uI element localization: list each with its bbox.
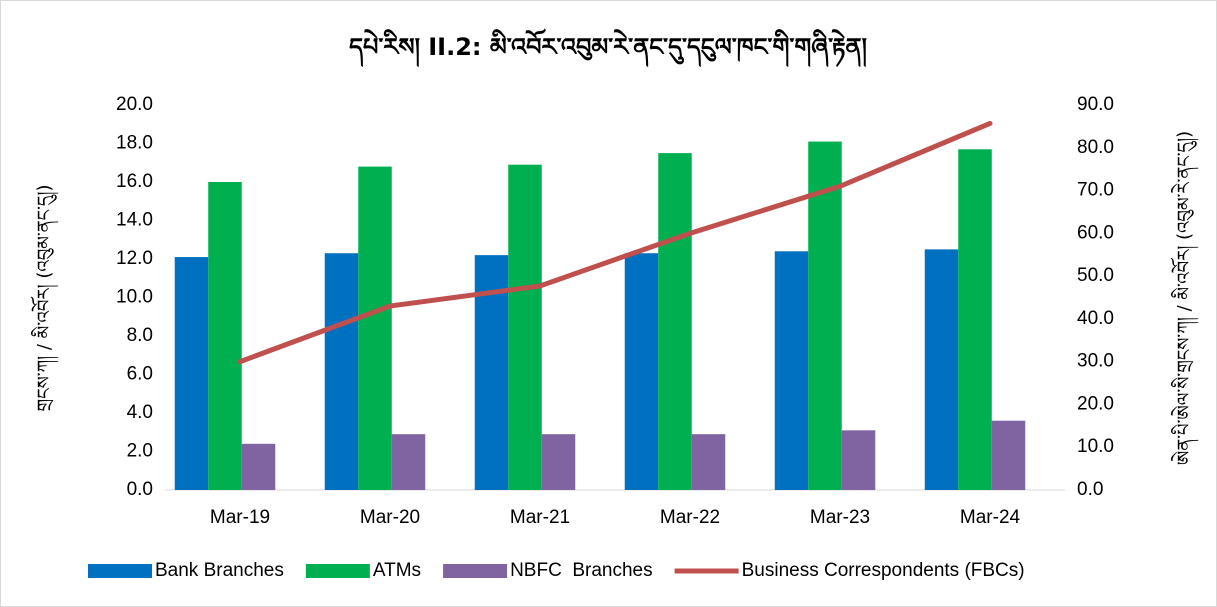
- bar: [808, 141, 842, 490]
- y-tick-label: 4.0: [127, 402, 153, 423]
- y2-tick-label: 60.0: [1077, 222, 1114, 243]
- x-tick-label: Mar-24: [960, 507, 1021, 528]
- legend-label: Bank Branches: [155, 560, 284, 581]
- y2-tick-label: 50.0: [1077, 265, 1114, 286]
- line: [237, 120, 993, 365]
- bar: [658, 153, 692, 490]
- legend-swatch: [88, 564, 152, 578]
- bar: [208, 182, 242, 490]
- y2-tick-label: 80.0: [1077, 137, 1114, 158]
- y-tick-label: 18.0: [116, 133, 153, 154]
- bar: [324, 253, 359, 490]
- y-tick-label: 8.0: [127, 325, 153, 346]
- bar: [958, 149, 992, 490]
- bar: [174, 257, 209, 490]
- y-axis-label: གྲངས་ཀ། / མི་འབོར། (འབུམ་ནང་དུ།): [30, 185, 59, 412]
- legend-swatch: [305, 564, 370, 578]
- bar: [241, 443, 276, 490]
- y2-tick-label: 0.0: [1077, 479, 1103, 500]
- bar: [774, 251, 809, 490]
- x-tick-label: Mar-19: [210, 507, 270, 528]
- bar: [508, 164, 542, 491]
- bar: [691, 434, 726, 490]
- x-tick-label: Mar-22: [660, 507, 720, 528]
- y-tick-label: 12.0: [116, 248, 153, 269]
- y-tick-label: 16.0: [116, 171, 153, 192]
- y-tick-label: 20.0: [116, 94, 153, 115]
- y2-axis-label: ཨེན་པི་ཨེལ་སི་གྲངས་ཀ། / མི་འབོར། (འབུམ་ར…: [1170, 131, 1199, 465]
- y2-tick-label: 10.0: [1077, 436, 1114, 457]
- y-tick-label: 6.0: [127, 364, 153, 385]
- y2-tick-label: 70.0: [1077, 180, 1114, 201]
- y2-tick-label: 30.0: [1077, 351, 1114, 372]
- legend-label: ATMs: [373, 560, 421, 581]
- y-tick-label: 2.0: [127, 441, 153, 462]
- x-tick-label: Mar-23: [810, 507, 870, 528]
- x-tick-label: Mar-21: [510, 507, 570, 528]
- legend-label: Business Correspondents (FBCs): [742, 560, 1025, 581]
- bar: [991, 420, 1026, 490]
- bar: [624, 253, 659, 490]
- bar: [358, 166, 392, 490]
- y2-tick-label: 90.0: [1077, 94, 1114, 115]
- y-tick-label: 0.0: [127, 479, 153, 500]
- bar: [841, 430, 876, 490]
- bar: [391, 434, 426, 490]
- y-tick-label: 14.0: [116, 210, 153, 231]
- y-tick-label: 10.0: [116, 287, 153, 308]
- bar: [541, 434, 576, 490]
- legend-swatch: [443, 564, 508, 578]
- x-tick-label: Mar-20: [360, 507, 420, 528]
- y2-tick-label: 40.0: [1077, 308, 1114, 329]
- legend-label: NBFC Branches: [510, 560, 653, 581]
- bar: [924, 249, 959, 490]
- y2-tick-label: 20.0: [1077, 393, 1114, 414]
